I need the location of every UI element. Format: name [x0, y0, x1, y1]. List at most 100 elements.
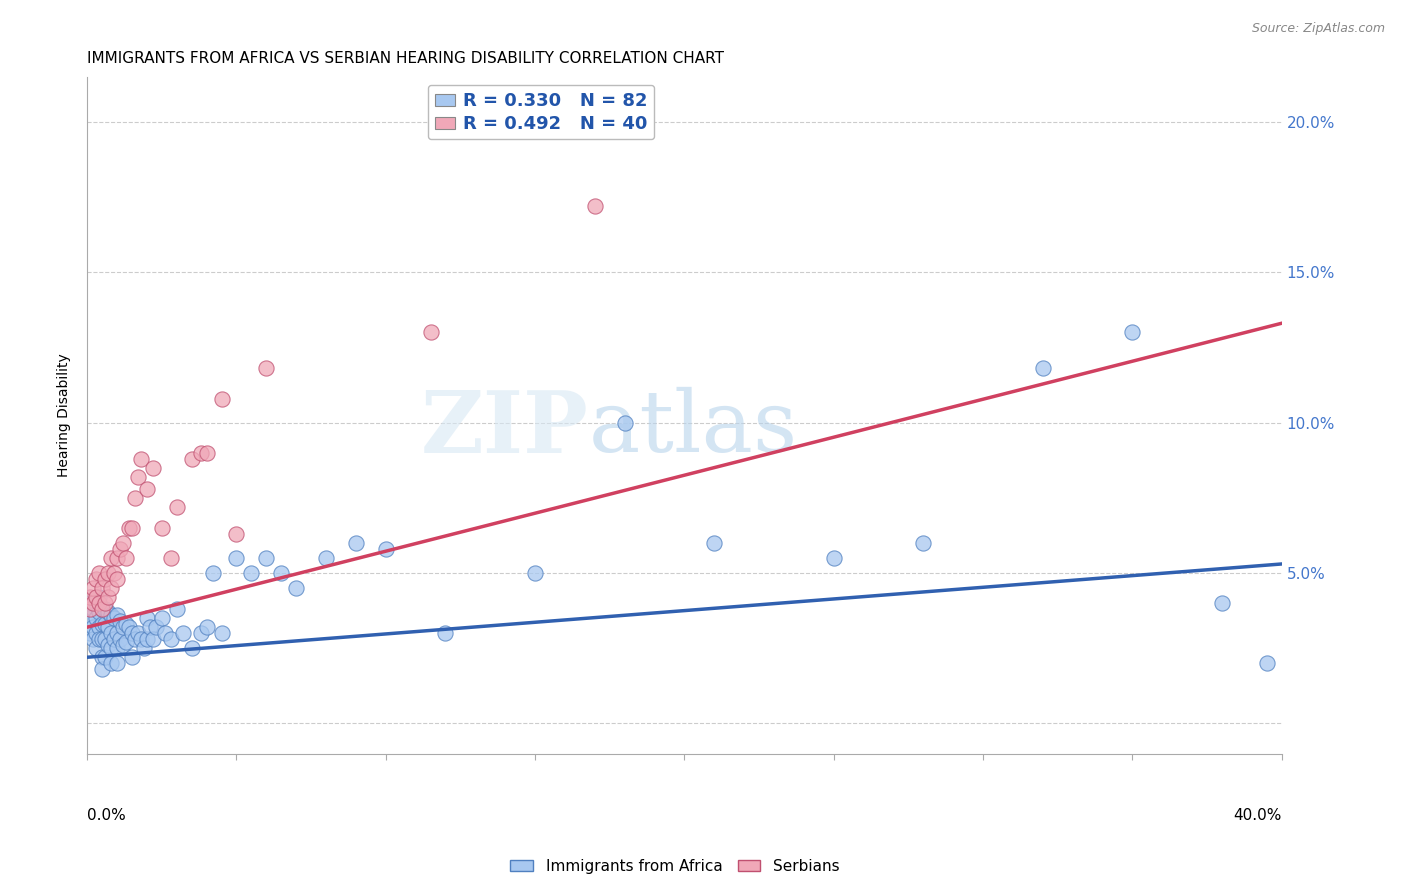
Point	[84, 590, 107, 604]
Point	[1121, 326, 1143, 340]
Point	[1032, 361, 1054, 376]
Point	[129, 632, 152, 647]
Point	[127, 469, 149, 483]
Point	[82, 620, 104, 634]
Text: 0.0%: 0.0%	[87, 807, 127, 822]
Point	[315, 551, 337, 566]
Legend: R = 0.330   N = 82, R = 0.492   N = 40: R = 0.330 N = 82, R = 0.492 N = 40	[427, 85, 654, 139]
Point	[94, 617, 117, 632]
Point	[190, 445, 212, 459]
Point	[172, 626, 194, 640]
Point	[159, 551, 181, 566]
Legend: Immigrants from Africa, Serbians: Immigrants from Africa, Serbians	[505, 853, 845, 880]
Point	[82, 581, 104, 595]
Point	[703, 536, 725, 550]
Point	[105, 572, 128, 586]
Point	[121, 626, 143, 640]
Point	[87, 632, 110, 647]
Point	[118, 620, 141, 634]
Text: IMMIGRANTS FROM AFRICA VS SERBIAN HEARING DISABILITY CORRELATION CHART: IMMIGRANTS FROM AFRICA VS SERBIAN HEARIN…	[87, 51, 724, 66]
Point	[613, 416, 636, 430]
Point	[124, 491, 146, 505]
Point	[87, 596, 110, 610]
Point	[129, 451, 152, 466]
Point	[142, 460, 165, 475]
Point	[97, 638, 120, 652]
Point	[419, 326, 441, 340]
Point	[79, 590, 101, 604]
Point	[84, 641, 107, 656]
Point	[225, 527, 247, 541]
Point	[94, 650, 117, 665]
Point	[79, 596, 101, 610]
Point	[912, 536, 935, 550]
Point	[91, 650, 114, 665]
Point	[91, 602, 114, 616]
Point	[100, 608, 122, 623]
Point	[105, 608, 128, 623]
Point	[108, 632, 131, 647]
Point	[94, 602, 117, 616]
Point	[79, 602, 101, 616]
Point	[91, 617, 114, 632]
Point	[94, 632, 117, 647]
Point	[87, 566, 110, 580]
Point	[180, 641, 202, 656]
Point	[100, 581, 122, 595]
Point	[115, 551, 138, 566]
Point	[524, 566, 547, 580]
Point	[115, 635, 138, 649]
Point	[100, 641, 122, 656]
Point	[97, 605, 120, 619]
Point	[180, 451, 202, 466]
Point	[211, 392, 233, 406]
Point	[87, 590, 110, 604]
Point	[105, 657, 128, 671]
Point	[159, 632, 181, 647]
Point	[1211, 596, 1233, 610]
Point	[79, 611, 101, 625]
Point	[94, 572, 117, 586]
Point	[344, 536, 367, 550]
Point	[115, 617, 138, 632]
Point	[254, 361, 277, 376]
Point	[135, 611, 157, 625]
Point	[82, 596, 104, 610]
Text: Source: ZipAtlas.com: Source: ZipAtlas.com	[1251, 22, 1385, 36]
Point	[166, 602, 188, 616]
Point	[135, 632, 157, 647]
Point	[139, 620, 162, 634]
Text: 40.0%: 40.0%	[1233, 807, 1281, 822]
Point	[285, 581, 308, 595]
Point	[82, 632, 104, 647]
Point	[583, 199, 606, 213]
Point	[91, 602, 114, 616]
Point	[79, 626, 101, 640]
Point	[97, 590, 120, 604]
Point	[87, 605, 110, 619]
Point	[100, 626, 122, 640]
Point	[111, 638, 134, 652]
Point	[254, 551, 277, 566]
Point	[153, 626, 176, 640]
Point	[87, 620, 110, 634]
Point	[105, 641, 128, 656]
Point	[103, 632, 125, 647]
Point	[225, 551, 247, 566]
Point	[103, 566, 125, 580]
Point	[190, 626, 212, 640]
Point	[105, 551, 128, 566]
Point	[108, 614, 131, 628]
Point	[91, 662, 114, 676]
Point	[105, 626, 128, 640]
Point	[84, 596, 107, 610]
Point	[142, 632, 165, 647]
Text: ZIP: ZIP	[420, 386, 589, 471]
Point	[121, 521, 143, 535]
Point	[118, 521, 141, 535]
Point	[111, 620, 134, 634]
Point	[100, 657, 122, 671]
Point	[195, 445, 218, 459]
Point	[84, 572, 107, 586]
Text: atlas: atlas	[589, 387, 799, 470]
